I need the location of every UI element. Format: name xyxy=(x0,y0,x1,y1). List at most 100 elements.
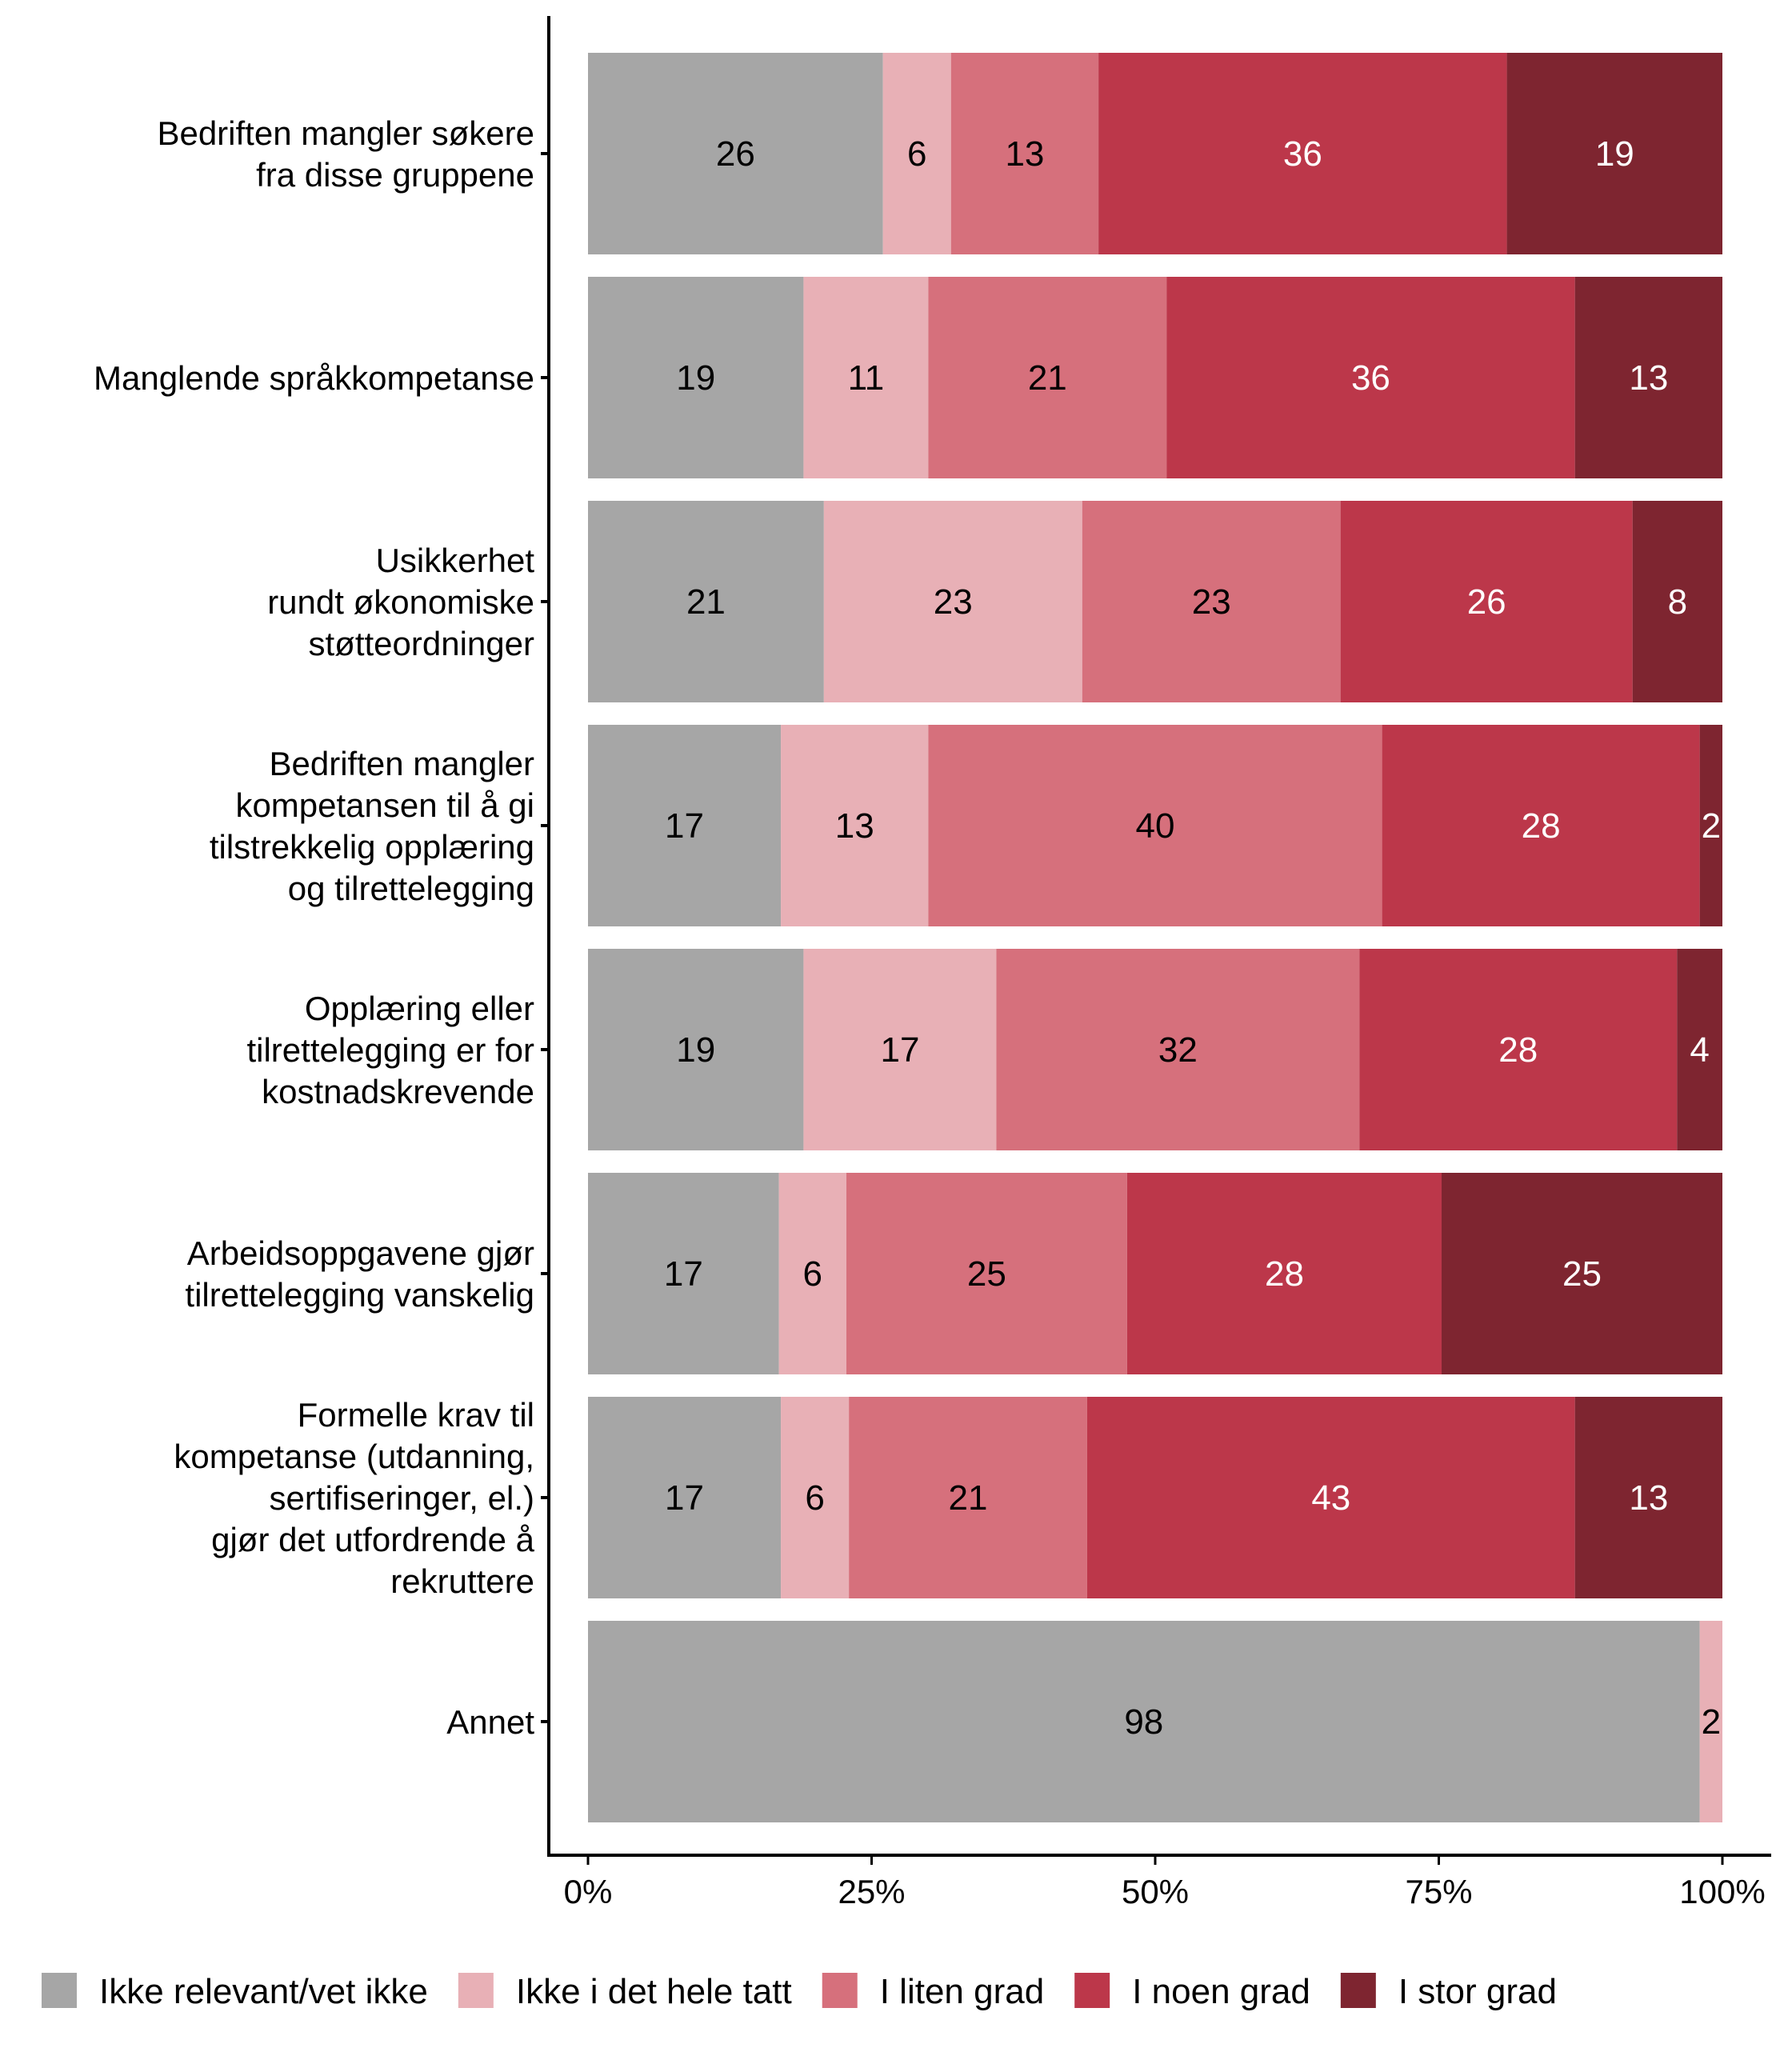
bar-segment xyxy=(1506,53,1722,254)
bar-segment xyxy=(803,277,929,478)
segment-value-label: 6 xyxy=(805,1478,824,1518)
bar-segment xyxy=(1442,1173,1722,1374)
legend-item: Ikke relevant/vet ikke xyxy=(42,1972,428,2011)
segment-value-label: 43 xyxy=(1311,1478,1350,1518)
legend-label: I noen grad xyxy=(1132,1972,1310,2011)
segment-value-label: 13 xyxy=(1629,358,1668,398)
legend-label: Ikke i det hele tatt xyxy=(516,1972,792,2011)
category-label: Manglende språkkompetanse xyxy=(94,359,534,397)
bar-segment xyxy=(1166,277,1575,478)
bar-segment xyxy=(588,277,804,478)
legend-item: I liten grad xyxy=(822,1972,1044,2011)
legend-swatch xyxy=(822,1973,858,2008)
legend-item: I noen grad xyxy=(1074,1972,1310,2011)
segment-value-label: 26 xyxy=(716,134,755,174)
bar-segment xyxy=(1126,1173,1442,1374)
bar-segment xyxy=(1082,501,1341,702)
bars-layer xyxy=(588,53,1722,1822)
segment-value-label: 13 xyxy=(835,806,874,846)
segment-value-label: 36 xyxy=(1283,134,1322,174)
category-label: Arbeidsoppgavene gjør tilrettelegging van… xyxy=(185,1234,534,1314)
segment-value-label: 19 xyxy=(1595,134,1634,174)
bar-segment xyxy=(588,1397,782,1598)
bar-segment xyxy=(1359,949,1678,1150)
legend-swatch xyxy=(1340,1973,1376,2008)
legend-item: I stor grad xyxy=(1340,1972,1557,2011)
segment-value-label: 2 xyxy=(1702,1702,1721,1742)
segment-value-label: 13 xyxy=(1005,134,1044,174)
bar-segment xyxy=(1382,725,1700,926)
segment-value-label: 17 xyxy=(665,1478,704,1518)
x-tick-label: 100% xyxy=(1679,1873,1765,1910)
category-label: Formelle krav til kompetanse (utdanning, s… xyxy=(174,1396,534,1600)
bar-segment xyxy=(882,53,951,254)
y-axis: Bedriften mangler søkere fra disse gruppe… xyxy=(94,16,550,1857)
segment-value-label: 17 xyxy=(880,1030,919,1070)
segment-value-label: 23 xyxy=(1192,582,1231,622)
x-tick-label: 0% xyxy=(564,1873,613,1910)
bar-segment xyxy=(950,53,1099,254)
segment-value-label: 28 xyxy=(1498,1030,1538,1070)
segment-value-label: 6 xyxy=(907,134,926,174)
bar-segment xyxy=(823,501,1082,702)
x-tick-label: 75% xyxy=(1405,1873,1472,1910)
segment-value-label: 32 xyxy=(1158,1030,1198,1070)
category-label: Annet xyxy=(446,1703,534,1741)
segment-value-label: 21 xyxy=(686,582,726,622)
bar-segment xyxy=(588,501,824,702)
bar-segment xyxy=(928,277,1167,478)
segment-value-label: 23 xyxy=(934,582,973,622)
bar-segment xyxy=(588,1173,779,1374)
bar-segment xyxy=(928,725,1382,926)
segment-value-label: 28 xyxy=(1522,806,1561,846)
bar-segment xyxy=(588,949,804,1150)
legend-swatch xyxy=(42,1973,77,2008)
category-label: Bedriften mangler kompetansen til å gi til… xyxy=(210,745,534,907)
bar-segment xyxy=(1699,725,1722,926)
segment-value-label: 11 xyxy=(848,358,885,398)
bar-segment xyxy=(588,725,782,926)
segment-value-label: 8 xyxy=(1668,582,1687,622)
bar-segment xyxy=(781,725,929,926)
bar-segment xyxy=(1098,53,1507,254)
bar-segment xyxy=(849,1397,1087,1598)
category-label: Bedriften mangler søkere fra disse gruppe… xyxy=(157,114,534,194)
segment-value-label: 17 xyxy=(664,1254,703,1294)
segment-value-label: 4 xyxy=(1690,1030,1709,1070)
bar-segment xyxy=(781,1397,850,1598)
segment-value-label: 21 xyxy=(949,1478,988,1518)
bar-segment xyxy=(1340,501,1633,702)
bar-segment xyxy=(803,949,997,1150)
bar-segment xyxy=(588,1621,1700,1822)
category-label: Opplæring eller tilrettelegging er for kos… xyxy=(246,990,534,1110)
legend-swatch xyxy=(458,1973,494,2008)
segment-value-label: 40 xyxy=(1136,806,1175,846)
legend-label: Ikke relevant/vet ikke xyxy=(99,1972,428,2011)
bar-segment xyxy=(996,949,1360,1150)
segment-value-label: 25 xyxy=(967,1254,1006,1294)
segment-value-label: 36 xyxy=(1351,358,1390,398)
bar-segment xyxy=(1574,277,1722,478)
bar-segment xyxy=(778,1173,846,1374)
bar-segment xyxy=(1632,501,1722,702)
bar-segment xyxy=(1699,1621,1722,1822)
segment-value-label: 98 xyxy=(1124,1702,1163,1742)
legend-item: Ikke i det hele tatt xyxy=(458,1972,792,2011)
segment-value-label: 19 xyxy=(676,1030,715,1070)
bar-segment xyxy=(1677,949,1722,1150)
bar-segment xyxy=(1574,1397,1722,1598)
segment-value-label: 21 xyxy=(1028,358,1067,398)
segment-value-label: 28 xyxy=(1265,1254,1304,1294)
legend: Ikke relevant/vet ikke Ikke i det hele ta… xyxy=(42,1972,1557,2011)
segment-value-label: 26 xyxy=(1467,582,1506,622)
legend-swatch xyxy=(1074,1973,1110,2008)
segment-value-label: 17 xyxy=(665,806,704,846)
bar-segment xyxy=(846,1173,1127,1374)
segment-value-label: 19 xyxy=(676,358,715,398)
x-tick-label: 50% xyxy=(1122,1873,1189,1910)
x-tick-label: 25% xyxy=(838,1873,905,1910)
x-axis: 0% 25% 50% 75% 100% xyxy=(547,1854,1771,1910)
bar-segment xyxy=(1086,1397,1575,1598)
segment-labels-layer: 26 6 13 36 19 19 11 21 36 13 21 23 23 26 8 17 13 40 28 2 19 1… xyxy=(664,134,1721,1742)
